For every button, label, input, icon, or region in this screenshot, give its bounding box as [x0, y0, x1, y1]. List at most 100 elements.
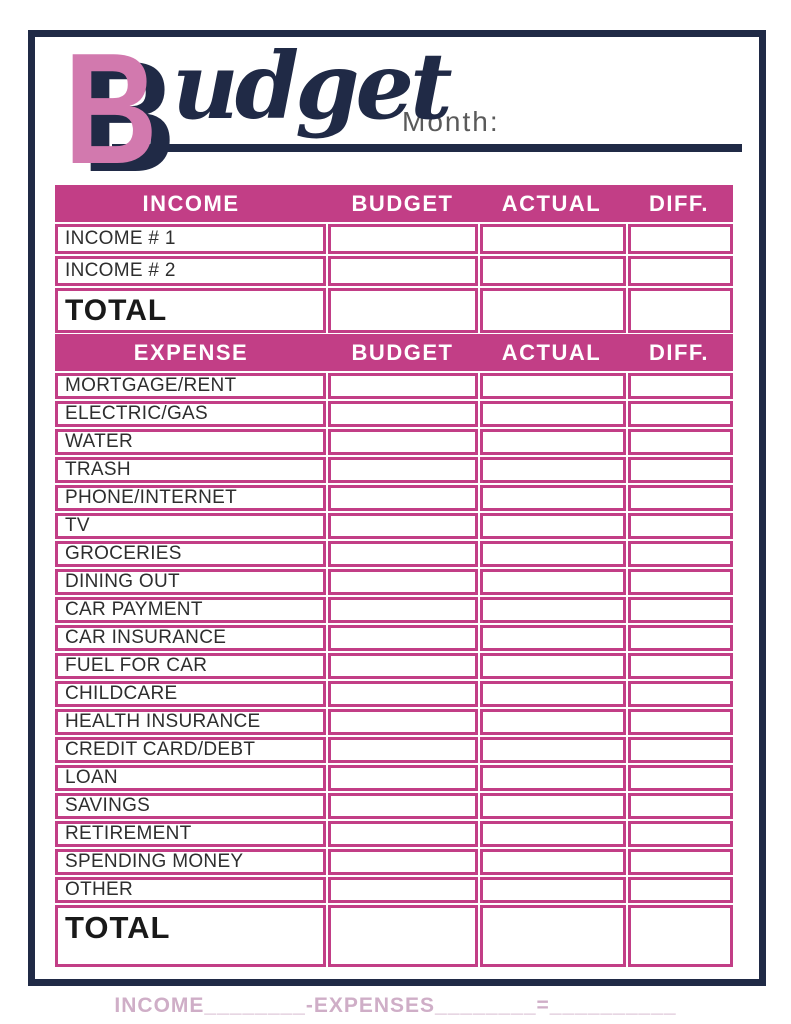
title-letter-shadow: B — [82, 29, 176, 205]
expense-diff-cell — [628, 513, 733, 539]
expense-actual-cell — [480, 569, 626, 595]
expense-row-label: SAVINGS — [55, 793, 326, 819]
expense-row-label: WATER — [55, 429, 326, 455]
expense-budget-cell — [328, 849, 478, 875]
income-table-header: INCOME BUDGET ACTUAL DIFF. — [55, 185, 733, 222]
expense-actual-cell — [480, 625, 626, 651]
expense-diff-cell — [628, 401, 733, 427]
expense-budget-cell — [328, 373, 478, 399]
income-total-budget-cell — [328, 288, 478, 333]
expense-row-label: OTHER — [55, 877, 326, 903]
expense-budget-cell — [328, 429, 478, 455]
expense-diff-cell — [628, 429, 733, 455]
expense-diff-cell — [628, 569, 733, 595]
month-label: Month: — [402, 106, 500, 137]
expense-budget-cell — [328, 457, 478, 483]
income-total-diff-cell — [628, 288, 733, 333]
expense-row-label: TRASH — [55, 457, 326, 483]
expense-actual-cell — [480, 429, 626, 455]
expense-actual-cell — [480, 793, 626, 819]
expense-diff-cell — [628, 765, 733, 791]
expense-budget-cell — [328, 877, 478, 903]
expense-actual-cell — [480, 877, 626, 903]
expense-row-label: RETIREMENT — [55, 821, 326, 847]
income-minus-expenses-formula: INCOME________-EXPENSES________=________… — [114, 994, 677, 1017]
diff-column-header: DIFF. — [648, 339, 710, 365]
income-total-label: TOTAL — [55, 288, 326, 333]
expense-budget-cell — [328, 401, 478, 427]
expense-actual-cell — [480, 485, 626, 511]
income-actual-cell — [480, 256, 626, 286]
expense-budget-cell — [328, 821, 478, 847]
expense-actual-cell — [480, 849, 626, 875]
expense-row-label: CAR INSURANCE — [55, 625, 326, 651]
budget-column-header: BUDGET — [351, 190, 454, 216]
income-total-actual-cell — [480, 288, 626, 333]
expense-actual-cell — [480, 681, 626, 707]
expense-row-label: CAR PAYMENT — [55, 597, 326, 623]
expense-diff-cell — [628, 737, 733, 763]
actual-column-header: ACTUAL — [501, 190, 602, 216]
expense-diff-cell — [628, 793, 733, 819]
expense-table-header: EXPENSE BUDGET ACTUAL DIFF. — [55, 334, 733, 371]
expense-diff-cell — [628, 373, 733, 399]
expense-total-diff-cell — [628, 905, 733, 967]
expense-actual-cell — [480, 541, 626, 567]
expense-diff-cell — [628, 681, 733, 707]
income-budget-cell — [328, 256, 478, 286]
expense-actual-cell — [480, 401, 626, 427]
income-row-label: INCOME # 2 — [55, 256, 326, 286]
expense-budget-cell — [328, 569, 478, 595]
expense-row-label: DINING OUT — [55, 569, 326, 595]
income-table-body: INCOME # 1 INCOME # 2 TOTAL — [55, 224, 733, 333]
expense-row-label: SPENDING MONEY — [55, 849, 326, 875]
expense-row-label: PHONE/INTERNET — [55, 485, 326, 511]
expense-actual-cell — [480, 709, 626, 735]
expense-budget-cell — [328, 513, 478, 539]
expense-actual-cell — [480, 457, 626, 483]
expense-total-label: TOTAL — [55, 905, 326, 967]
expense-diff-cell — [628, 625, 733, 651]
page-title: udget — [172, 32, 453, 140]
expense-budget-cell — [328, 681, 478, 707]
page-border — [28, 30, 766, 986]
expense-budget-cell — [328, 625, 478, 651]
expense-column-header: EXPENSE — [133, 339, 249, 365]
expense-budget-cell — [328, 737, 478, 763]
expense-budget-cell — [328, 709, 478, 735]
expense-row-label: FUEL FOR CAR — [55, 653, 326, 679]
income-column-header: INCOME — [142, 190, 240, 216]
expense-total-actual-cell — [480, 905, 626, 967]
expense-total-budget-cell — [328, 905, 478, 967]
expense-table-body: MORTGAGE/RENT ELECTRIC/GAS WATER TRASH PHONE… — [55, 373, 733, 967]
expense-actual-cell — [480, 821, 626, 847]
expense-diff-cell — [628, 485, 733, 511]
title-letter: B — [64, 21, 158, 197]
expense-actual-cell — [480, 373, 626, 399]
expense-row-label: LOAN — [55, 765, 326, 791]
expense-diff-cell — [628, 653, 733, 679]
expense-row-label: CHILDCARE — [55, 681, 326, 707]
expense-diff-cell — [628, 597, 733, 623]
actual-column-header: ACTUAL — [501, 339, 602, 365]
expense-actual-cell — [480, 597, 626, 623]
expense-row-label: ELECTRIC/GAS — [55, 401, 326, 427]
expense-diff-cell — [628, 457, 733, 483]
diff-column-header: DIFF. — [648, 190, 710, 216]
expense-diff-cell — [628, 849, 733, 875]
income-budget-cell — [328, 224, 478, 254]
expense-budget-cell — [328, 597, 478, 623]
month-fill-in-line — [112, 144, 742, 152]
expense-row-label: HEALTH INSURANCE — [55, 709, 326, 735]
expense-diff-cell — [628, 541, 733, 567]
budget-column-header: BUDGET — [351, 339, 454, 365]
expense-budget-cell — [328, 653, 478, 679]
expense-budget-cell — [328, 765, 478, 791]
expense-actual-cell — [480, 737, 626, 763]
expense-row-label: GROCERIES — [55, 541, 326, 567]
expense-diff-cell — [628, 877, 733, 903]
expense-actual-cell — [480, 765, 626, 791]
expense-actual-cell — [480, 513, 626, 539]
expense-budget-cell — [328, 541, 478, 567]
expense-row-label: TV — [55, 513, 326, 539]
